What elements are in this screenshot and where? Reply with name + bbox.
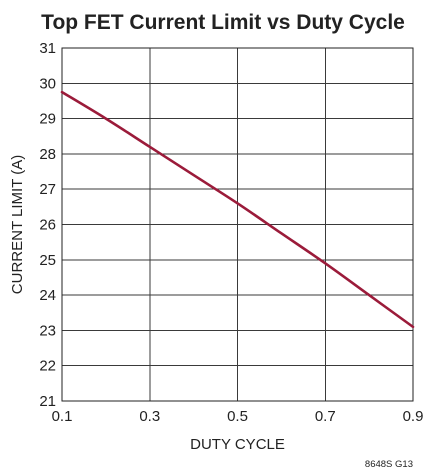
y-tick-label: 27 (39, 181, 56, 198)
y-tick-label: 21 (39, 393, 56, 410)
y-axis-ticks: 21 22 23 24 25 26 27 28 29 30 31 (39, 40, 56, 410)
y-tick-label: 31 (39, 40, 56, 57)
x-axis-label: DUTY CYCLE (190, 436, 285, 453)
x-tick-label: 0.1 (52, 408, 73, 425)
chart-title: Top FET Current Limit vs Duty Cycle (41, 11, 405, 34)
y-tick-label: 24 (39, 287, 56, 304)
x-tick-label: 0.7 (315, 408, 336, 425)
y-tick-label: 28 (39, 146, 56, 163)
grid (62, 48, 413, 401)
y-tick-label: 25 (39, 252, 56, 269)
x-tick-label: 0.3 (139, 408, 160, 425)
x-tick-label: 0.9 (403, 408, 424, 425)
y-tick-label: 26 (39, 217, 56, 234)
series-line (60, 90, 415, 329)
y-tick-label: 23 (39, 322, 56, 339)
x-axis-ticks: 0.1 0.3 0.5 0.7 0.9 (52, 408, 424, 425)
y-tick-label: 30 (39, 75, 56, 92)
figure-footnote: 8648S G13 (365, 459, 413, 470)
y-axis-label: CURRENT LIMIT (A) (9, 155, 26, 294)
plot-frame (61, 47, 414, 402)
y-tick-label: 29 (39, 111, 56, 128)
series-group (60, 90, 415, 329)
y-tick-label: 22 (39, 358, 56, 375)
x-tick-label: 0.5 (227, 408, 248, 425)
